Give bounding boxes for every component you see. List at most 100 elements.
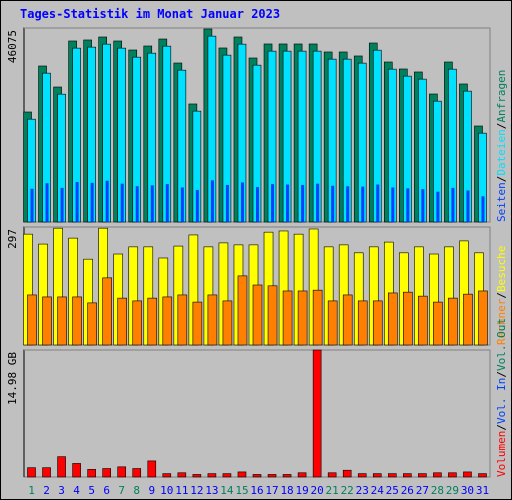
x-tick-label: 10 (160, 484, 173, 497)
x-tick-label: 8 (133, 484, 140, 497)
bar (72, 463, 81, 478)
legend-entry: Seiten (495, 182, 508, 222)
bar (177, 472, 187, 478)
bar (331, 185, 335, 222)
x-tick-label: 13 (205, 484, 218, 497)
x-tick-label: 4 (73, 484, 80, 497)
x-tick-label: 15 (235, 484, 248, 497)
legend-separator: / (495, 371, 508, 378)
bar (312, 349, 322, 478)
legend-separator: / (495, 123, 508, 130)
legend-entry: Rechner (495, 298, 508, 345)
x-tick-label: 30 (461, 484, 474, 497)
bar (361, 186, 365, 222)
x-tick-label: 12 (190, 484, 203, 497)
bar (27, 467, 36, 478)
x-tick-label: 7 (118, 484, 125, 497)
legend-entry: Vol. In (495, 378, 508, 424)
bar (316, 183, 320, 222)
y-tick-label: 46075 (6, 30, 19, 63)
bar (180, 187, 184, 222)
x-tick-label: 5 (88, 484, 95, 497)
legend: Volumen/Vol. In/Vol. Out (495, 318, 508, 477)
bar (60, 187, 64, 222)
bar (90, 182, 94, 222)
bar (342, 469, 352, 478)
bar (165, 184, 169, 222)
bar (240, 182, 244, 222)
bar (147, 460, 157, 478)
legend-separator: / (495, 292, 508, 299)
bar (436, 191, 440, 222)
bar (478, 290, 488, 346)
bar (357, 473, 367, 478)
x-tick-label: 31 (476, 484, 489, 497)
y-tick-label: 14.98 GB (6, 352, 19, 405)
bar (403, 473, 412, 478)
x-tick-label: 27 (416, 484, 429, 497)
bar (451, 187, 455, 222)
bar (282, 474, 292, 478)
bar (207, 294, 218, 346)
bar (222, 473, 232, 478)
bar (406, 188, 410, 222)
bar (102, 468, 111, 478)
x-tick-label: 3 (58, 484, 65, 497)
bar (271, 184, 275, 222)
bar (252, 474, 262, 478)
bar (282, 290, 293, 346)
x-tick-label: 1 (28, 484, 35, 497)
bar (418, 473, 427, 478)
bar (391, 187, 395, 222)
bar (162, 296, 173, 346)
x-tick-label: 23 (356, 484, 369, 497)
bar (327, 300, 338, 346)
bar (147, 297, 158, 346)
legend-entry: Volumen (495, 431, 508, 477)
bar (27, 294, 37, 346)
x-tick-label: 16 (250, 484, 263, 497)
legend-entry: Vol. Out (495, 318, 508, 371)
bar (237, 471, 247, 478)
x-tick-label: 24 (371, 484, 385, 497)
bar (403, 291, 413, 346)
x-tick-label: 21 (326, 484, 339, 497)
bar (45, 183, 49, 222)
bar (433, 301, 443, 346)
bar (267, 285, 278, 346)
bar (418, 295, 428, 346)
x-tick-label: 25 (386, 484, 399, 497)
bar (57, 296, 67, 346)
bar (87, 469, 96, 478)
bar (132, 468, 142, 478)
x-tick-label: 20 (311, 484, 324, 497)
bar (372, 300, 383, 346)
bar (30, 188, 34, 222)
x-tick-label: 14 (220, 484, 234, 497)
bar (72, 296, 82, 346)
x-tick-label: 26 (401, 484, 414, 497)
bar (286, 184, 290, 222)
bar (421, 189, 425, 222)
legend-entry: Besuche (495, 246, 508, 292)
bar (342, 294, 353, 346)
bar (42, 296, 52, 346)
bar (105, 180, 109, 222)
bar (463, 293, 473, 346)
legend-entry: Anfragen (495, 70, 508, 123)
legend-separator: / (495, 424, 508, 431)
x-tick-label: 6 (103, 484, 110, 497)
bar (372, 473, 382, 478)
x-tick-label: 18 (280, 484, 293, 497)
bar (433, 472, 442, 478)
bar (448, 472, 457, 478)
legend-separator: / (495, 176, 508, 183)
x-tick-label: 22 (341, 484, 354, 497)
x-tick-label: 11 (175, 484, 188, 497)
legend-entry: Dateien (495, 129, 508, 175)
bar (195, 190, 199, 222)
bar (481, 196, 485, 222)
bar (463, 471, 472, 478)
bar (301, 184, 305, 222)
